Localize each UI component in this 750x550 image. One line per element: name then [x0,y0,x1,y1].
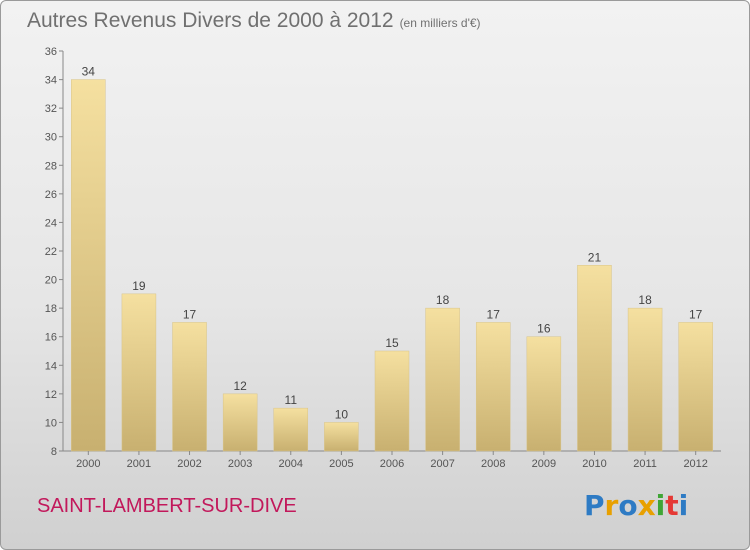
value-label-2008: 17 [487,307,501,321]
value-label-2005: 10 [335,407,349,421]
value-label-2003: 12 [233,379,247,393]
y-tick-label: 16 [45,332,57,344]
value-label-2004: 11 [285,393,298,407]
y-tick-label: 22 [45,246,57,258]
y-tick-label: 28 [45,160,57,172]
logo-letter: i [678,489,689,522]
y-tick-label: 12 [45,389,57,401]
x-tick-label-2005: 2005 [329,458,353,470]
chart-title-text: Autres Revenus Divers de 2000 à 2012 [27,9,394,32]
y-tick-label: 26 [45,189,57,201]
y-tick-label: 14 [45,360,57,372]
logo-letter: r [604,489,619,522]
x-tick-label-2009: 2009 [532,458,556,470]
bar-2006 [374,350,410,452]
bar-2007 [425,307,460,452]
y-tick-label: 20 [45,275,57,287]
x-tick-label-2006: 2006 [380,458,404,470]
value-label-2012: 17 [689,307,703,321]
logo-letter: o [618,489,638,522]
bar-2011 [627,307,663,452]
proxiti-logo: Proxiti [584,489,688,522]
bar-2001 [121,293,157,452]
value-label-2002: 17 [183,307,197,321]
value-label-2001: 19 [132,279,146,293]
x-tick-label-2000: 2000 [76,458,100,470]
logo-letter: i [655,489,666,522]
x-tick-label-2010: 2010 [582,458,606,470]
y-tick-label: 34 [45,75,57,87]
y-tick-label: 30 [45,132,57,144]
y-tick-label: 18 [45,303,57,315]
value-label-2007: 18 [436,293,450,307]
y-tick-label: 32 [45,103,57,115]
x-tick-label-2008: 2008 [481,458,505,470]
logo-letter: t [665,489,679,522]
y-tick-label: 24 [45,217,57,229]
x-tick-label-2011: 2011 [633,458,657,470]
bar-2005 [324,422,359,452]
y-tick-label: 36 [45,46,57,58]
bar-2012 [678,322,713,452]
chart-title: Autres Revenus Divers de 2000 à 2012 (en … [27,9,481,33]
value-label-2009: 16 [537,322,551,336]
x-tick-label-2004: 2004 [279,458,303,470]
value-label-2000: 34 [82,65,96,79]
value-label-2010: 21 [588,250,602,264]
x-tick-label-2003: 2003 [228,458,252,470]
y-tick-label: 10 [45,417,57,429]
x-tick-label-2007: 2007 [430,458,454,470]
logo-letter: P [584,489,605,522]
y-tick-label: 8 [51,446,57,458]
bar-2008 [475,322,511,452]
commune-name: SAINT-LAMBERT-SUR-DIVE [37,495,297,517]
x-tick-label-2001: 2001 [127,458,151,470]
value-label-2011: 18 [638,293,652,307]
logo-letter: x [637,489,656,522]
bar-2009 [526,336,562,452]
x-tick-label-2002: 2002 [177,458,201,470]
bar-2003 [222,393,258,452]
x-tick-label-2012: 2012 [683,458,707,470]
bar-2000 [71,79,106,452]
value-label-2006: 15 [385,336,399,350]
chart-unit: (en milliers d'€) [399,16,481,30]
bar-2002 [172,322,207,452]
bar-2004 [273,407,309,452]
bar-2010 [577,265,612,452]
